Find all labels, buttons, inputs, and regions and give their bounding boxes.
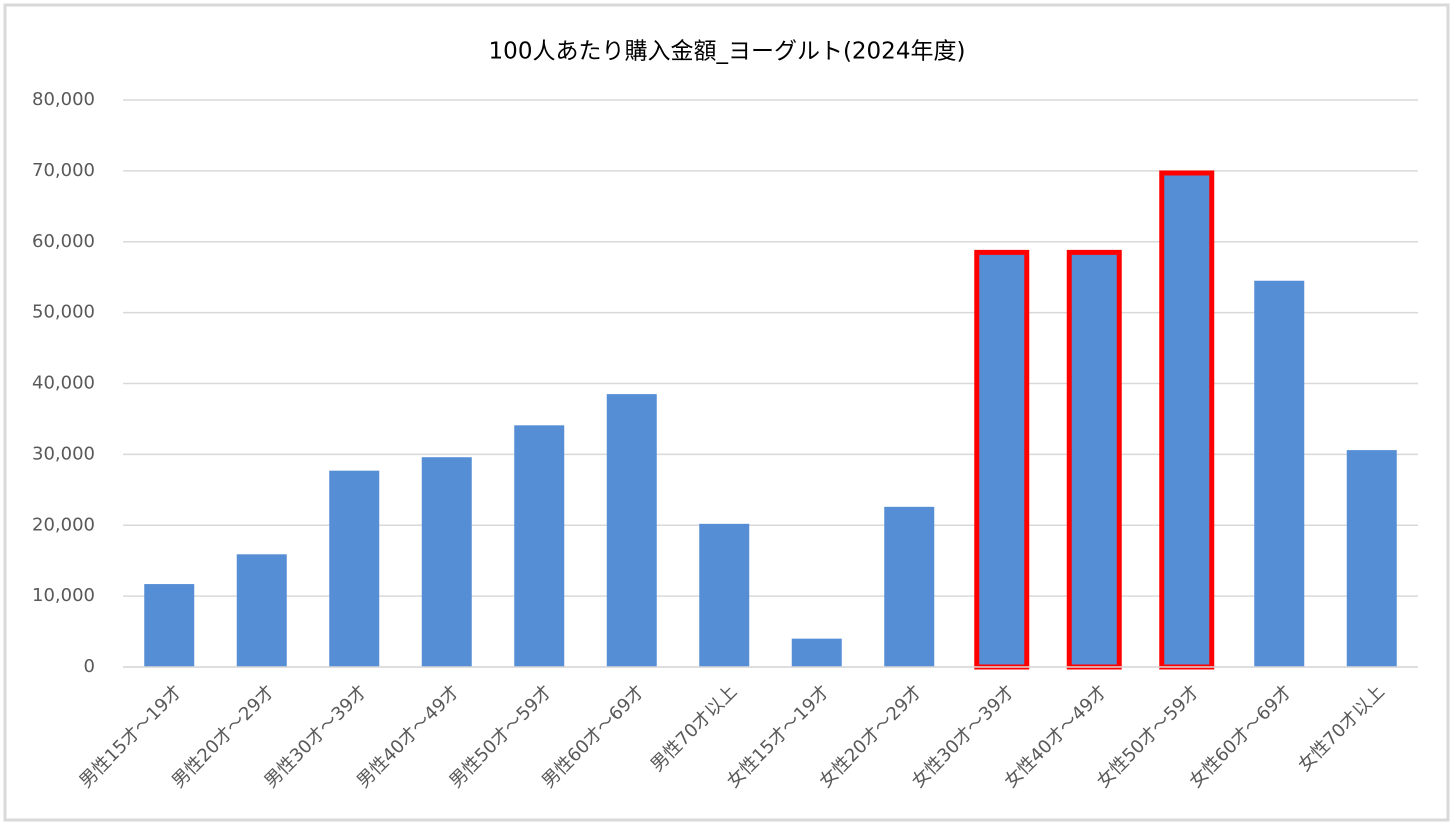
y-tick-label: 70,000 bbox=[32, 160, 95, 181]
y-tick-label: 60,000 bbox=[32, 231, 95, 252]
bar bbox=[1159, 170, 1215, 670]
bar bbox=[974, 249, 1030, 670]
y-tick-label: 10,000 bbox=[32, 585, 95, 606]
bar bbox=[699, 523, 750, 667]
y-tick-label: 50,000 bbox=[32, 302, 95, 323]
bar bbox=[329, 470, 380, 667]
y-tick-label: 30,000 bbox=[32, 443, 95, 464]
bar bbox=[1346, 450, 1397, 667]
bar bbox=[606, 394, 657, 667]
y-tick-label: 20,000 bbox=[32, 514, 95, 535]
bar bbox=[236, 554, 287, 667]
chart-title: 100人あたり購入金額_ヨーグルト(2024年度) bbox=[489, 39, 966, 65]
y-tick-label: 40,000 bbox=[32, 373, 95, 394]
bar bbox=[144, 584, 195, 667]
bar bbox=[514, 425, 565, 667]
bar bbox=[421, 457, 472, 667]
bar bbox=[1066, 249, 1122, 670]
bar bbox=[884, 506, 935, 667]
y-tick-label: 80,000 bbox=[32, 89, 95, 110]
bar bbox=[1254, 280, 1305, 667]
y-tick-label: 0 bbox=[84, 656, 95, 677]
bar bbox=[791, 638, 842, 667]
